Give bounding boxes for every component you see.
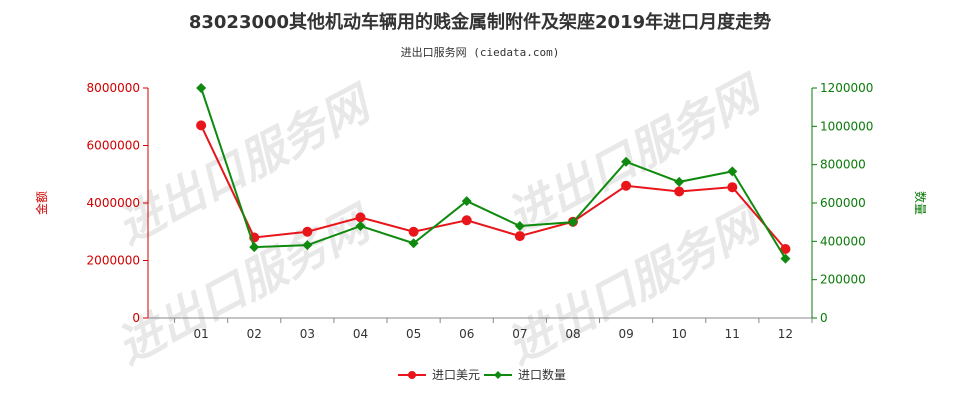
data-point-quantity[interactable]: [249, 242, 260, 253]
data-point-quantity[interactable]: [514, 221, 525, 231]
left-tick-label: 4000000: [87, 196, 140, 210]
x-tick-label: 09: [618, 327, 633, 341]
right-tick-label: 400000: [820, 234, 866, 248]
data-point-usd[interactable]: [461, 215, 472, 226]
right-tick-label: 1200000: [820, 81, 873, 95]
left-tick-label: 8000000: [87, 81, 140, 95]
data-point-quantity[interactable]: [727, 166, 738, 177]
data-point-quantity[interactable]: [621, 156, 632, 167]
right-tick-label: 200000: [820, 273, 866, 287]
left-axis-ticks: 0 2000000 4000000 6000000 8000000: [87, 81, 148, 325]
x-tick-label: 08: [565, 327, 580, 341]
chart-title: 83023000其他机动车辆用的贱金属制附件及架座2019年进口月度走势: [189, 11, 771, 33]
legend: 进口美元 进口数量: [398, 367, 566, 382]
x-tick-label: 06: [459, 327, 474, 341]
series-layer: [196, 83, 791, 264]
data-point-quantity[interactable]: [302, 240, 313, 251]
data-point-usd[interactable]: [302, 226, 313, 237]
data-point-quantity[interactable]: [567, 217, 578, 228]
legend-label-usd: 进口美元: [432, 368, 480, 382]
x-tick-label: 05: [406, 327, 421, 341]
series-line-0: [200, 124, 787, 250]
data-point-usd[interactable]: [514, 231, 525, 242]
data-point-usd[interactable]: [674, 186, 685, 197]
x-tick-label: 03: [300, 327, 315, 341]
right-tick-label: 600000: [820, 196, 866, 210]
data-point-quantity[interactable]: [674, 176, 685, 187]
right-axis-ticks: 0 200000 400000 600000 800000 1000000 1200000: [812, 81, 873, 325]
legend-label-quantity: 进口数量: [518, 367, 566, 382]
right-axis-label: 数量: [913, 191, 928, 215]
data-point-usd[interactable]: [621, 180, 632, 191]
x-tick-label: 07: [512, 327, 527, 341]
legend-item-quantity[interactable]: 进口数量: [484, 367, 566, 382]
x-tick-label: 10: [672, 327, 687, 341]
legend-item-usd[interactable]: 进口美元: [398, 368, 480, 382]
legend-marker-quantity: [494, 371, 502, 379]
right-tick-label: 800000: [820, 158, 866, 172]
left-tick-label: 6000000: [87, 139, 140, 153]
data-point-usd[interactable]: [355, 212, 366, 223]
data-point-quantity[interactable]: [461, 196, 472, 207]
x-tick-label: 11: [725, 327, 740, 341]
left-tick-label: 0: [132, 311, 140, 325]
data-point-quantity[interactable]: [196, 83, 207, 93]
x-tick-label: 04: [353, 327, 368, 341]
left-tick-label: 2000000: [87, 254, 140, 268]
right-tick-label: 0: [820, 311, 828, 325]
data-point-usd[interactable]: [408, 226, 419, 237]
left-axis-label: 金额: [34, 191, 49, 215]
data-point-usd[interactable]: [727, 182, 738, 193]
x-tick-label: 01: [193, 327, 208, 341]
series-line-1: [200, 87, 787, 260]
x-tick-label: 12: [778, 327, 793, 341]
right-tick-label: 1000000: [820, 119, 873, 133]
x-tick-label: 02: [247, 327, 262, 341]
data-point-quantity[interactable]: [780, 253, 791, 264]
data-point-quantity[interactable]: [355, 221, 366, 231]
legend-marker-usd: [408, 371, 416, 379]
data-point-usd[interactable]: [780, 244, 791, 254]
x-axis-ticks: 01 02 03 04 05 06 07 08 09 10 11 12: [174, 318, 813, 341]
data-point-usd[interactable]: [196, 120, 207, 131]
chart-subtitle: 进出口服务网 (ciedata.com): [401, 45, 560, 59]
data-point-quantity[interactable]: [408, 238, 419, 249]
